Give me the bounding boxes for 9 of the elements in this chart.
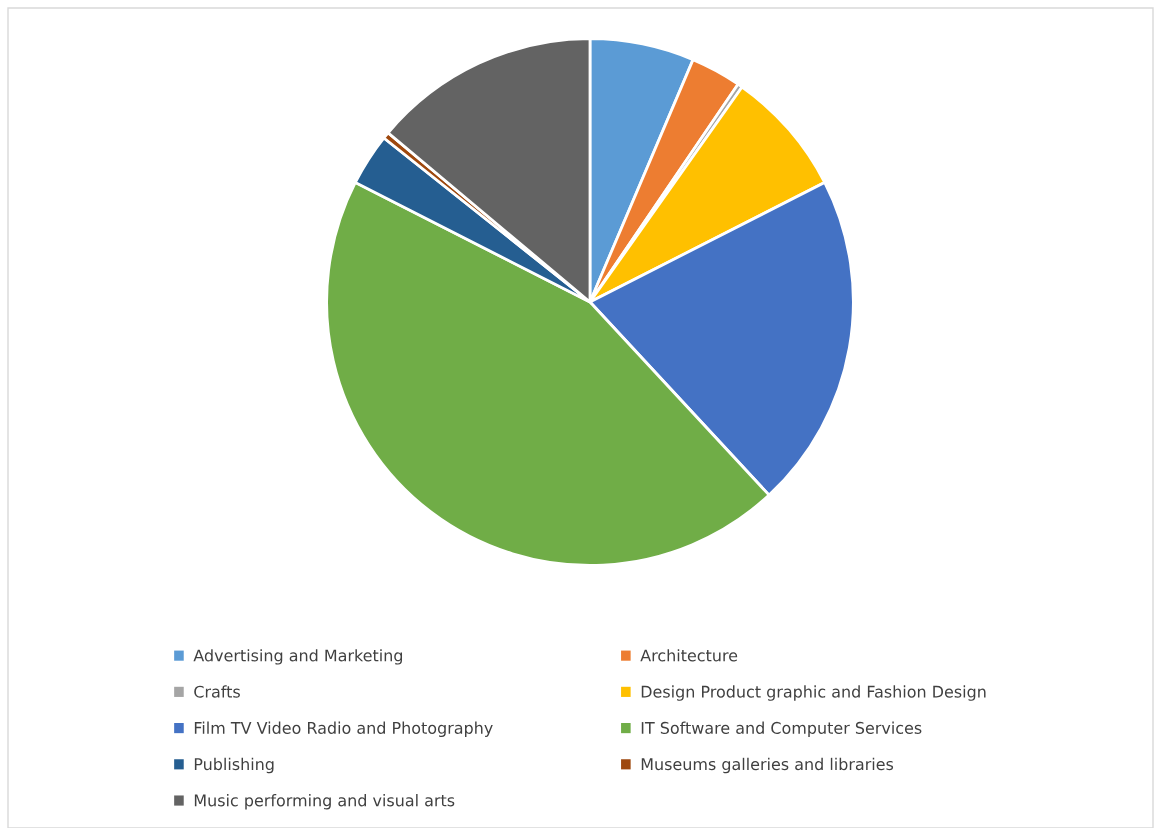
legend-label: Architecture — [640, 649, 738, 662]
legend-label: Design Product graphic and Fashion Design — [641, 685, 986, 701]
legend-label: Publishing — [194, 757, 274, 774]
legend-label: Advertising and Marketing — [193, 649, 403, 665]
legend-label: Film TV Video Radio and Photography — [194, 721, 493, 738]
legend-label: IT Software and Computer Services — [641, 721, 922, 738]
legend-label: Music performing and visual arts — [194, 794, 455, 810]
legend-label: Crafts — [194, 685, 240, 698]
legend-label: Museums galleries and libraries — [641, 757, 894, 774]
